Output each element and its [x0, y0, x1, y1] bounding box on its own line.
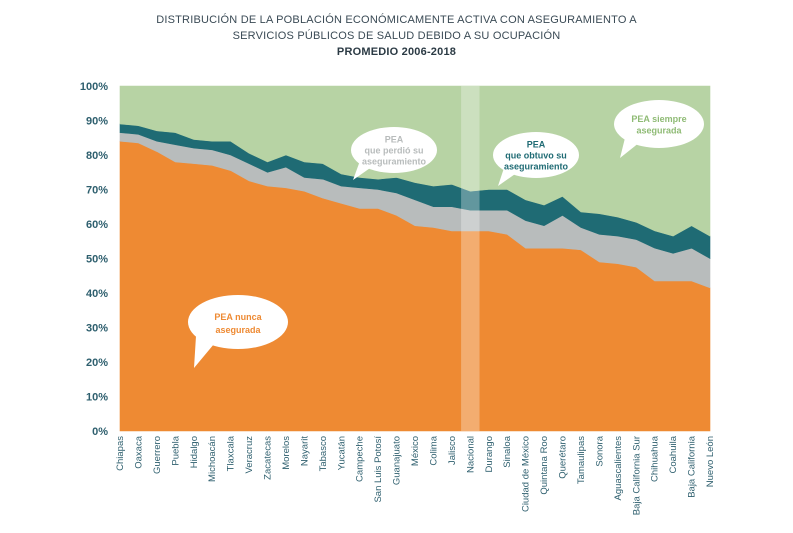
callout-lost-insurance-text: PEA [385, 135, 404, 145]
x-tick-label: Colima [428, 435, 439, 465]
callout-lost-insurance-text: aseguramiento [362, 157, 427, 167]
y-tick-label: 100% [80, 81, 108, 93]
callout-always-insured-text: asegurada [636, 126, 682, 136]
callout-always-insured-text: PEA siempre [631, 114, 686, 124]
x-tick-label: Querétaro [558, 436, 569, 479]
callout-always-insured: PEA siempre asegurada [614, 100, 704, 158]
x-tick-label: Tlaxcala [226, 435, 237, 471]
callout-never-insured: PEA nunca asegurada [188, 295, 288, 368]
callout-lost-insurance-text: que perdió su [364, 146, 423, 156]
callout-never-insured-bubble [188, 295, 288, 349]
y-tick-label: 40% [86, 288, 108, 300]
callout-never-insured-tail [194, 336, 214, 368]
callout-gained-insurance-bubble [493, 132, 579, 178]
x-tick-label: Hidalgo [189, 436, 200, 468]
chart-subtitle: PROMEDIO 2006-2018 [336, 46, 457, 58]
x-tick-label: Puebla [170, 435, 181, 465]
chart-title-line-2: SERVICIOS PÚBLICOS DE SALUD DEBIDO A SU … [232, 30, 561, 42]
x-tick-label: Coahuila [668, 435, 679, 473]
x-tick-label: Tamaulipas [576, 436, 587, 484]
y-tick-label: 0% [92, 426, 108, 438]
x-tick-label: Ciudad de México [521, 436, 532, 512]
x-tick-label: Oaxaca [133, 435, 144, 468]
y-tick-label: 70% [86, 185, 108, 197]
x-tick-label: Nayarit [299, 436, 310, 466]
callout-gained-insurance-tail [498, 165, 518, 186]
y-tick-label: 80% [86, 150, 108, 162]
x-tick-label: Baja California [687, 435, 698, 497]
callout-gained-insurance-text: aseguramiento [504, 162, 569, 172]
x-tick-label: Jalisco [447, 436, 458, 465]
x-tick-label: Nacional [465, 436, 476, 473]
y-tick-label: 10% [86, 392, 108, 404]
x-tick-label: Michoacán [207, 436, 218, 482]
callout-never-insured-text: PEA nunca [214, 312, 262, 322]
x-tick-label: Durango [484, 436, 495, 472]
x-tick-label: México [410, 436, 421, 466]
y-tick-label: 90% [86, 116, 108, 128]
x-tick-label: Quintana Roo [539, 436, 550, 495]
callout-gained-insurance-text: que obtuvo su [505, 151, 567, 161]
callout-gained-insurance-text: PEA [527, 140, 546, 150]
chart-title-line-1: DISTRIBUCIÓN DE LA POBLACIÓN ECONÓMICAME… [156, 14, 637, 26]
x-tick-label: Yucatán [336, 436, 347, 470]
y-tick-label: 20% [86, 357, 108, 369]
x-tick-label: Baja California Sur [631, 436, 642, 515]
x-tick-label: Tabasco [318, 436, 329, 471]
x-tick-label: Chiapas [115, 436, 126, 471]
y-tick-label: 50% [86, 254, 108, 266]
highlight-nacional [461, 86, 480, 431]
x-tick-label: Morelos [281, 436, 292, 470]
callout-always-insured-bubble [614, 100, 704, 148]
x-tick-label: Zacatecas [263, 436, 274, 480]
x-tick-label: Veracruz [244, 436, 255, 474]
callout-always-insured-tail [620, 134, 640, 158]
callout-lost-insurance-bubble [351, 127, 437, 173]
highlight-band [461, 86, 480, 431]
x-axis: Chiapas Oaxaca Guerrero Puebla Hidalgo Michoa… [115, 435, 716, 515]
x-tick-label: Chihuahua [650, 435, 661, 482]
x-tick-label: Sinaloa [502, 435, 513, 467]
x-tick-label: San Luis Potosí [373, 436, 384, 503]
x-tick-label: Guanajuato [392, 436, 403, 485]
y-tick-label: 60% [86, 219, 108, 231]
callout-never-insured-text: asegurada [215, 325, 261, 335]
x-tick-label: Nuevo León [705, 436, 716, 487]
x-tick-label: Sonora [594, 435, 605, 466]
y-tick-label: 30% [86, 323, 108, 335]
x-tick-label: Guerrero [152, 436, 163, 474]
x-tick-label: Campeche [355, 436, 366, 482]
callout-lost-insurance-tail [353, 158, 373, 180]
x-tick-label: Aguascalientes [613, 436, 624, 501]
y-axis: 0% 10% 20% 30% 40% 50% 60% 70% 80% 90% 100% [80, 81, 108, 438]
